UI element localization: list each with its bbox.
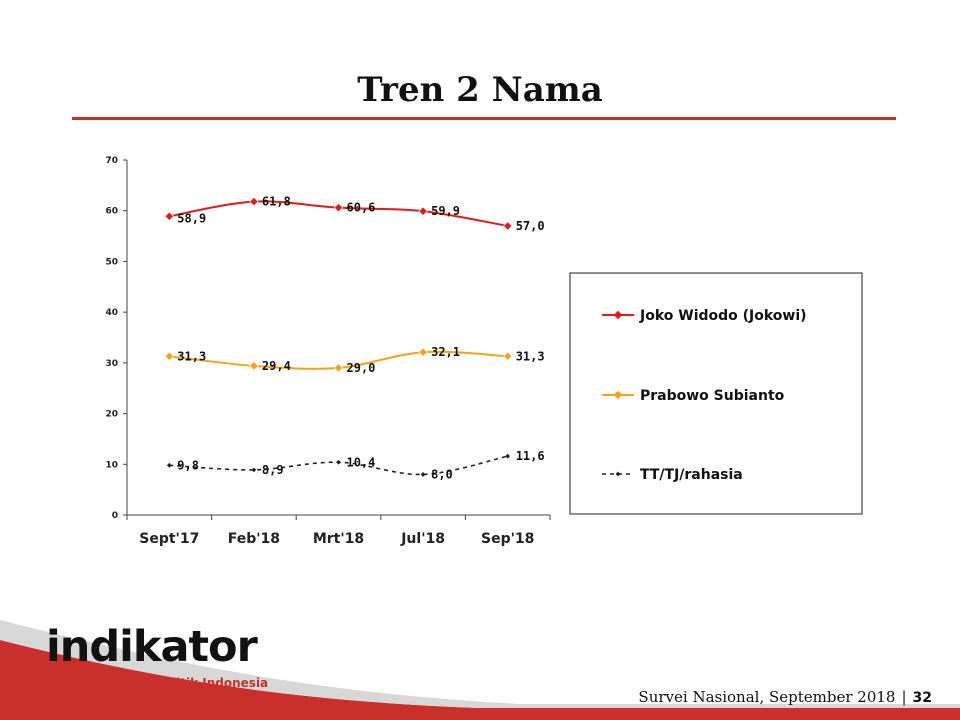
indikator-logo: indikator [46,622,258,672]
data-label: 60,6 [347,201,376,215]
data-point-marker [418,347,428,357]
data-point-marker [249,361,259,371]
logo-tagline: Politik Indonesia [155,676,269,690]
data-label: 29,0 [347,361,376,375]
data-label: 29,4 [262,359,291,373]
data-point-marker [505,453,511,459]
series-line [169,455,508,476]
data-label: 10,4 [347,455,376,469]
x-tick-label: Sept'17 [139,531,199,547]
data-point-marker [333,203,344,213]
data-label: 57,0 [516,219,545,233]
data-label: 9,8 [177,458,199,472]
legend-marker [613,310,623,320]
data-point-marker [418,206,428,216]
data-label: 31,3 [516,349,545,363]
x-tick-label: Mrt'18 [313,531,364,547]
data-label: 8,0 [431,467,453,481]
y-tick-label: 50 [105,257,118,267]
y-tick-label: 60 [105,207,118,217]
y-tick-label: 30 [105,359,118,369]
title-divider [72,117,896,120]
data-point-marker [336,459,341,465]
data-point-marker [420,472,426,477]
data-point-marker [249,196,259,207]
data-point-marker [164,351,174,361]
data-label: 59,9 [431,204,460,218]
y-tick-label: 10 [105,460,118,470]
data-label: 32,1 [431,345,460,359]
data-label: 31,3 [177,349,206,363]
legend-marker [613,390,623,400]
data-point-marker [164,211,174,221]
logo-wordmark: indikator [46,622,258,672]
x-tick-label: Feb'18 [228,531,280,547]
x-tick-label: Sep'18 [481,531,534,547]
y-tick-label: 40 [105,308,118,318]
data-point-marker [166,462,172,468]
footer-survey-label: Survei Nasional, September 2018 [638,688,896,706]
data-point-marker [333,363,344,373]
y-tick-label: 20 [105,410,118,420]
legend-label: Joko Widodo (Jokowi) [639,308,807,324]
slide-title: Tren 2 Nama [357,70,603,110]
data-label: 11,6 [516,449,545,463]
data-point-marker [503,351,513,361]
x-tick-label: Jul'18 [400,531,445,547]
y-tick-label: 0 [112,511,118,521]
footer-separator: | [901,688,907,706]
y-tick-label: 70 [105,156,118,166]
footer: Survei Nasional, September 2018 | 32 [638,688,932,706]
data-label: 61,8 [262,195,291,209]
legend-label: Prabowo Subianto [640,388,785,404]
legend-marker [615,471,621,477]
legend-label: TT/TJ/rahasia [640,467,743,483]
page-number: 32 [912,690,932,706]
data-point-marker [503,221,513,231]
data-label: 58,9 [177,211,206,225]
trend-chart: 0 10 20 30 40 50 60 70 Sept'17 Feb'18 Mrt'18 Jul'18… [105,156,863,547]
data-label: 8,9 [262,463,284,477]
footer-wave-decoration [0,620,960,720]
data-point-marker [251,467,257,473]
